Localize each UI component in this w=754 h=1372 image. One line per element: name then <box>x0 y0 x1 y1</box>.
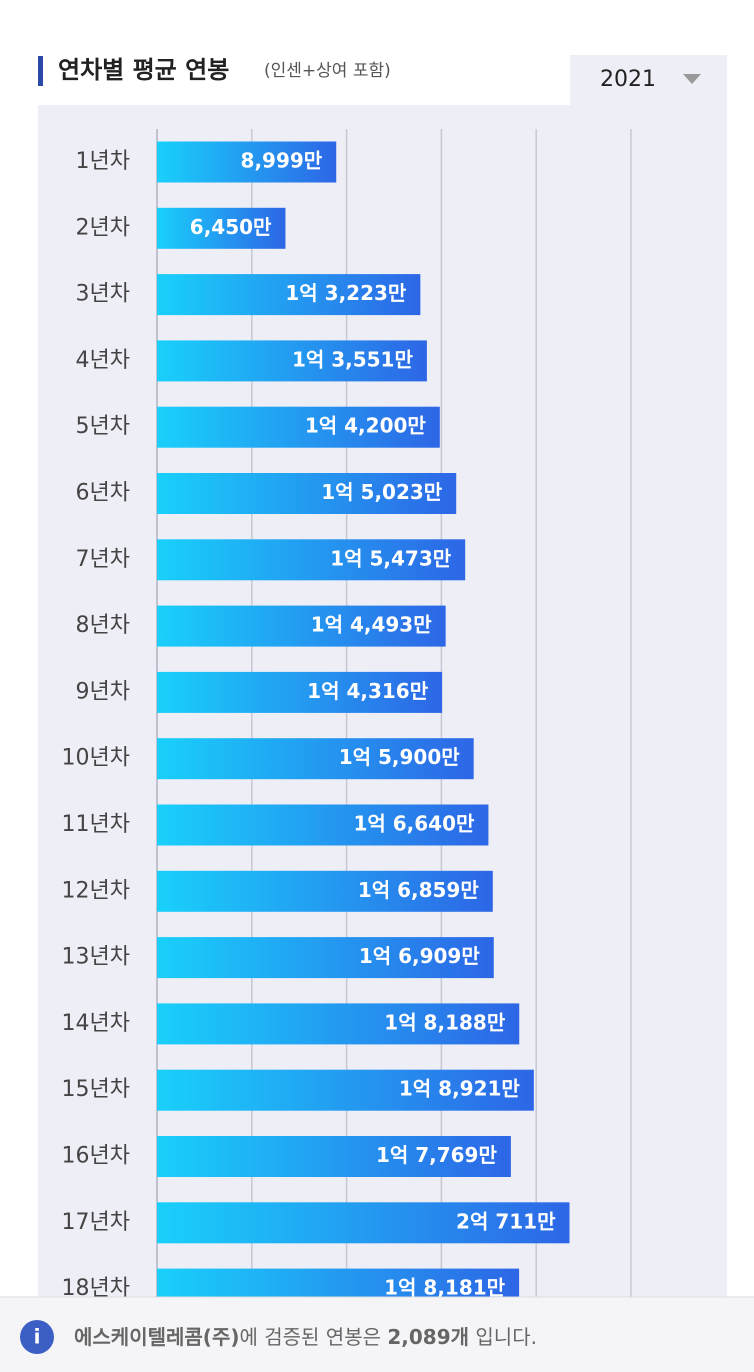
value-label: 1억 7,769만 <box>376 1143 498 1167</box>
bar <box>157 274 421 316</box>
y-tick-label: 8년차 <box>76 613 130 638</box>
y-tick-label: 5년차 <box>76 414 130 439</box>
y-tick-label: 12년차 <box>62 878 130 903</box>
value-label: 6,450만 <box>190 215 272 239</box>
value-label: 1억 4,200만 <box>305 414 427 438</box>
footer-suffix: 입니다. <box>469 1325 537 1349</box>
y-tick-label: 9년차 <box>76 679 130 704</box>
y-tick-label: 13년차 <box>62 945 130 970</box>
bar <box>157 141 337 183</box>
value-label: 1억 5,023만 <box>321 480 443 504</box>
value-label: 1억 3,223만 <box>285 281 407 305</box>
value-label: 1억 6,909만 <box>359 944 481 968</box>
value-label: 1억 4,493만 <box>311 613 433 637</box>
bar <box>157 937 494 979</box>
y-tick-label: 6년차 <box>76 481 130 506</box>
bar <box>157 1202 570 1244</box>
footer-count: 2,089개 <box>387 1325 469 1349</box>
bar <box>157 605 446 647</box>
value-label: 2억 711만 <box>456 1209 556 1233</box>
title-marker <box>38 56 43 86</box>
value-label: 1억 8,921만 <box>399 1077 521 1101</box>
bar <box>157 804 489 846</box>
y-tick-label: 17년차 <box>62 1210 130 1235</box>
footer <box>0 1297 754 1372</box>
dropdown-arrow <box>683 74 701 84</box>
y-tick-label: 4년차 <box>76 348 130 373</box>
bar <box>157 738 474 780</box>
bar <box>157 406 440 448</box>
bar <box>157 473 457 514</box>
y-tick-label: 1년차 <box>76 149 130 174</box>
y-tick-label: 10년차 <box>62 746 130 771</box>
value-label: 1억 8,181만 <box>384 1276 506 1300</box>
footer-company: 에스케이텔레콤(주) <box>74 1325 239 1349</box>
value-label: 1억 5,473만 <box>330 546 452 570</box>
y-tick-label: 7년차 <box>76 547 130 572</box>
value-label: 1억 4,316만 <box>307 679 429 703</box>
chart-subtitle: (인센+상여 포함) <box>264 61 391 81</box>
bar <box>157 539 466 581</box>
value-label: 1억 6,859만 <box>358 878 480 902</box>
y-tick-label: 3년차 <box>76 282 130 307</box>
bar <box>157 1003 520 1045</box>
y-tick-label: 15년차 <box>62 1077 130 1102</box>
chart-title: 연차별 평균 연봉 <box>58 56 229 84</box>
y-tick-label: 11년차 <box>62 812 130 837</box>
y-tick-label: 14년차 <box>62 1011 130 1036</box>
bar <box>157 207 286 249</box>
value-label: 1억 3,551만 <box>292 347 414 371</box>
bar <box>157 1136 511 1177</box>
bar <box>157 870 493 912</box>
year-value: 2021 <box>600 67 656 92</box>
value-label: 1억 8,188만 <box>384 1010 506 1034</box>
y-tick-label: 2년차 <box>76 215 130 240</box>
info-icon-glyph: i <box>34 1325 41 1349</box>
value-label: 1억 6,640만 <box>353 812 475 836</box>
bar <box>157 1069 534 1111</box>
value-label: 1억 5,900만 <box>339 745 461 769</box>
info-icon <box>20 1320 54 1354</box>
footer-body: 에 검증된 연봉은 <box>239 1325 387 1349</box>
bar <box>157 340 427 382</box>
y-tick-label: 16년차 <box>62 1144 130 1169</box>
bar <box>157 671 443 713</box>
year-dropdown[interactable] <box>570 55 727 105</box>
footer-text: 에스케이텔레콤(주)에 검증된 연봉은 2,089개 입니다. <box>74 1325 537 1349</box>
value-label: 8,999만 <box>241 149 323 173</box>
